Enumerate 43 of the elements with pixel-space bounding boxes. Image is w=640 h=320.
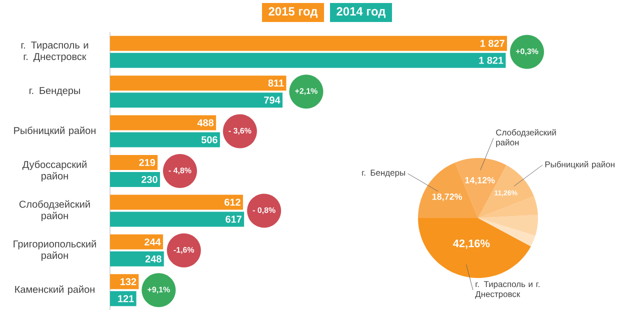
data-label: 219	[139, 158, 156, 166]
data-label: 121	[118, 295, 134, 302]
slice-label: Рыбницкий район	[545, 161, 614, 170]
bar	[110, 234, 164, 250]
bar	[110, 36, 508, 51]
y-tick-label: Григориопольский район	[14, 240, 96, 261]
y-tick-label: г. Бендеры	[30, 87, 80, 96]
bar	[110, 132, 220, 148]
data-label: 230	[142, 176, 158, 184]
bar	[110, 172, 160, 188]
data-label: 244	[144, 238, 161, 246]
y-tick-label: Каменский район	[15, 285, 94, 295]
data-label: 617	[226, 216, 242, 223]
y-tick-label: г. Тирасполь и г. Днестровск	[21, 42, 88, 62]
data-label: 1 821	[479, 56, 504, 64]
slice-label: Слободзейский район	[496, 129, 556, 148]
bar	[110, 194, 243, 210]
y-tick-label: Рыбницкий район	[14, 126, 96, 136]
bar	[110, 92, 283, 108]
bar	[110, 115, 216, 130]
slice-label: г. Бендеры	[362, 170, 405, 178]
slice-label: г. Тирасполь и г. Днестровск	[475, 281, 540, 299]
data-label: 42,16%	[453, 240, 490, 249]
y-tick-label: Дубоссарский район	[22, 160, 86, 182]
data-label: 248	[145, 255, 162, 262]
data-label: 794	[264, 96, 280, 104]
bar	[110, 155, 158, 170]
data-label: 506	[201, 136, 218, 144]
data-label: 14,12%	[465, 177, 495, 185]
data-label: 18,72%	[432, 194, 462, 202]
bar	[110, 76, 286, 91]
bar	[110, 251, 164, 266]
bar	[110, 291, 136, 306]
y-tick-label: Слободзейский район	[19, 200, 90, 222]
data-label: 811	[268, 80, 284, 87]
series-label: 2015 год	[268, 7, 318, 18]
text: 2014 год	[336, 7, 386, 18]
data-label: 132	[120, 278, 136, 286]
data-label: 488	[197, 119, 214, 126]
data-label: 1 827	[480, 40, 504, 47]
data-label: 612	[224, 198, 240, 206]
bar	[110, 52, 506, 68]
bar	[110, 212, 244, 227]
